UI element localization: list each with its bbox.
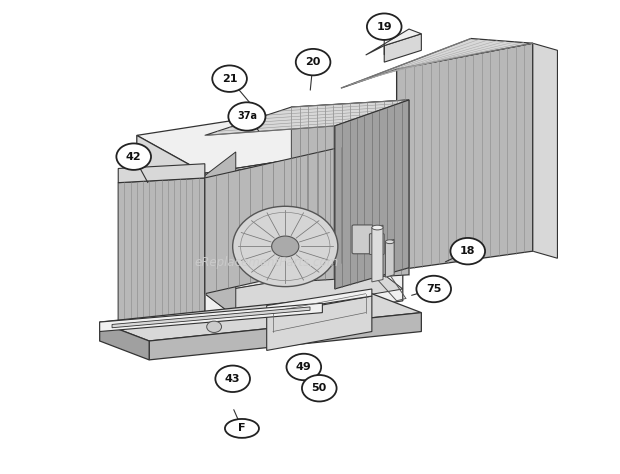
Circle shape xyxy=(117,144,151,170)
Text: eReplacementParts.com: eReplacementParts.com xyxy=(195,256,339,270)
Polygon shape xyxy=(100,303,322,331)
Polygon shape xyxy=(100,294,422,341)
Circle shape xyxy=(228,102,265,131)
Polygon shape xyxy=(397,43,533,270)
FancyBboxPatch shape xyxy=(352,225,373,254)
Polygon shape xyxy=(366,29,422,55)
Polygon shape xyxy=(112,307,310,328)
Text: 43: 43 xyxy=(225,374,241,384)
Text: 18: 18 xyxy=(460,246,476,256)
Text: 37a: 37a xyxy=(237,111,257,121)
FancyBboxPatch shape xyxy=(370,234,384,255)
Polygon shape xyxy=(137,105,403,173)
Polygon shape xyxy=(533,43,557,258)
Polygon shape xyxy=(291,100,409,282)
Polygon shape xyxy=(205,143,403,331)
Circle shape xyxy=(367,13,402,40)
Polygon shape xyxy=(118,164,205,182)
Circle shape xyxy=(206,321,221,332)
Polygon shape xyxy=(205,265,403,318)
Polygon shape xyxy=(267,296,372,350)
Polygon shape xyxy=(205,147,341,294)
Polygon shape xyxy=(205,152,236,318)
Circle shape xyxy=(215,365,250,392)
Text: 19: 19 xyxy=(376,22,392,32)
Polygon shape xyxy=(205,100,409,136)
Text: 20: 20 xyxy=(306,57,321,67)
Circle shape xyxy=(212,65,247,92)
Circle shape xyxy=(417,276,451,302)
Circle shape xyxy=(450,238,485,264)
Polygon shape xyxy=(137,136,205,331)
Circle shape xyxy=(272,236,299,257)
Polygon shape xyxy=(118,178,205,336)
Circle shape xyxy=(286,354,321,380)
Circle shape xyxy=(302,375,337,401)
Polygon shape xyxy=(100,322,149,360)
Text: F: F xyxy=(238,423,246,433)
Text: 75: 75 xyxy=(426,284,441,294)
Polygon shape xyxy=(149,313,422,360)
Polygon shape xyxy=(372,225,383,282)
Polygon shape xyxy=(384,34,422,62)
Polygon shape xyxy=(341,38,533,88)
Text: 42: 42 xyxy=(126,152,141,162)
Ellipse shape xyxy=(386,240,394,244)
Circle shape xyxy=(296,49,330,75)
Polygon shape xyxy=(267,289,372,313)
Text: 21: 21 xyxy=(222,73,237,84)
Polygon shape xyxy=(205,147,372,294)
Ellipse shape xyxy=(225,419,259,438)
Text: 50: 50 xyxy=(312,383,327,393)
Ellipse shape xyxy=(372,225,383,230)
Polygon shape xyxy=(335,100,409,289)
Circle shape xyxy=(232,206,338,287)
Polygon shape xyxy=(386,239,394,277)
Text: 49: 49 xyxy=(296,362,312,372)
